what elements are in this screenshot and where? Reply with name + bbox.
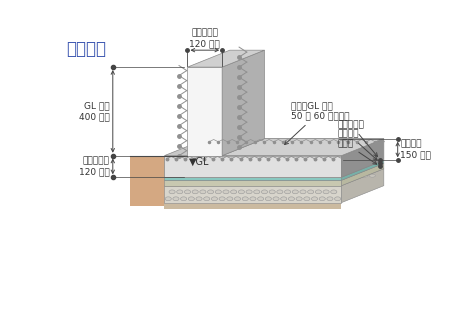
Ellipse shape [227,197,233,201]
Ellipse shape [238,190,245,194]
Ellipse shape [246,190,252,194]
Ellipse shape [292,190,298,194]
Ellipse shape [231,174,237,177]
Ellipse shape [346,174,352,177]
Ellipse shape [204,197,210,201]
Polygon shape [341,169,384,203]
Ellipse shape [169,190,175,194]
Ellipse shape [208,174,214,177]
Text: 底板厚さ
150 以上: 底板厚さ 150 以上 [400,140,431,159]
Ellipse shape [300,190,306,194]
Polygon shape [341,160,384,180]
Ellipse shape [296,197,302,201]
Text: 防湿シート: 防湿シート [337,121,377,157]
Ellipse shape [273,197,279,201]
Text: 立上り厚さ
120 以上: 立上り厚さ 120 以上 [190,28,220,48]
Ellipse shape [284,190,291,194]
Ellipse shape [308,190,314,194]
Ellipse shape [177,190,183,194]
Ellipse shape [223,174,229,177]
Polygon shape [164,163,384,180]
Ellipse shape [238,174,245,177]
Ellipse shape [196,197,202,201]
Polygon shape [164,177,341,180]
Ellipse shape [288,197,294,201]
Polygon shape [164,180,341,186]
Ellipse shape [284,174,291,177]
Ellipse shape [184,190,191,194]
Ellipse shape [173,197,179,201]
Polygon shape [164,160,384,177]
Ellipse shape [223,190,229,194]
Ellipse shape [308,174,314,177]
Text: 割栗石: 割栗石 [337,139,377,164]
Ellipse shape [257,197,264,201]
Ellipse shape [200,190,206,194]
Ellipse shape [277,190,283,194]
Polygon shape [222,50,264,156]
Ellipse shape [269,174,275,177]
Ellipse shape [181,197,187,201]
Polygon shape [164,139,384,156]
Polygon shape [341,139,384,177]
Polygon shape [164,169,384,186]
Polygon shape [164,186,341,203]
Ellipse shape [323,174,329,177]
Polygon shape [341,163,384,186]
Polygon shape [130,156,188,206]
Ellipse shape [277,174,283,177]
Text: 根入れ深さ
120 以上: 根入れ深さ 120 以上 [79,157,109,176]
Polygon shape [188,50,264,67]
Ellipse shape [319,197,325,201]
Ellipse shape [269,190,275,194]
Ellipse shape [362,174,368,177]
Ellipse shape [265,197,272,201]
Ellipse shape [192,190,198,194]
Ellipse shape [254,190,260,194]
Ellipse shape [261,174,267,177]
Ellipse shape [315,190,321,194]
Ellipse shape [369,174,375,177]
Polygon shape [222,139,384,156]
Ellipse shape [211,197,218,201]
Ellipse shape [335,197,341,201]
Ellipse shape [311,197,318,201]
Polygon shape [164,156,341,177]
Ellipse shape [281,197,287,201]
Ellipse shape [292,174,298,177]
Ellipse shape [165,197,171,201]
Ellipse shape [331,174,337,177]
Ellipse shape [304,197,310,201]
Ellipse shape [315,174,321,177]
Ellipse shape [261,190,267,194]
Ellipse shape [338,174,345,177]
Ellipse shape [188,197,194,201]
Ellipse shape [215,174,221,177]
Ellipse shape [219,197,225,201]
Ellipse shape [242,197,248,201]
Text: 捨てコン: 捨てコン [337,129,377,160]
Text: 底板はGL より
50 〜 60 ミリ高く: 底板はGL より 50 〜 60 ミリ高く [285,101,350,145]
Ellipse shape [208,190,214,194]
Text: GL から
400 以上: GL から 400 以上 [79,102,109,121]
Ellipse shape [254,174,260,177]
Text: ▼GL: ▼GL [189,156,210,167]
Ellipse shape [323,190,329,194]
Ellipse shape [246,174,252,177]
Ellipse shape [215,190,221,194]
Ellipse shape [331,190,337,194]
Ellipse shape [235,197,241,201]
Ellipse shape [250,197,256,201]
Ellipse shape [231,190,237,194]
Ellipse shape [354,174,360,177]
Ellipse shape [327,197,333,201]
Text: ベタ基礎: ベタ基礎 [66,40,107,58]
Polygon shape [164,203,341,209]
Ellipse shape [300,174,306,177]
Polygon shape [188,67,222,156]
